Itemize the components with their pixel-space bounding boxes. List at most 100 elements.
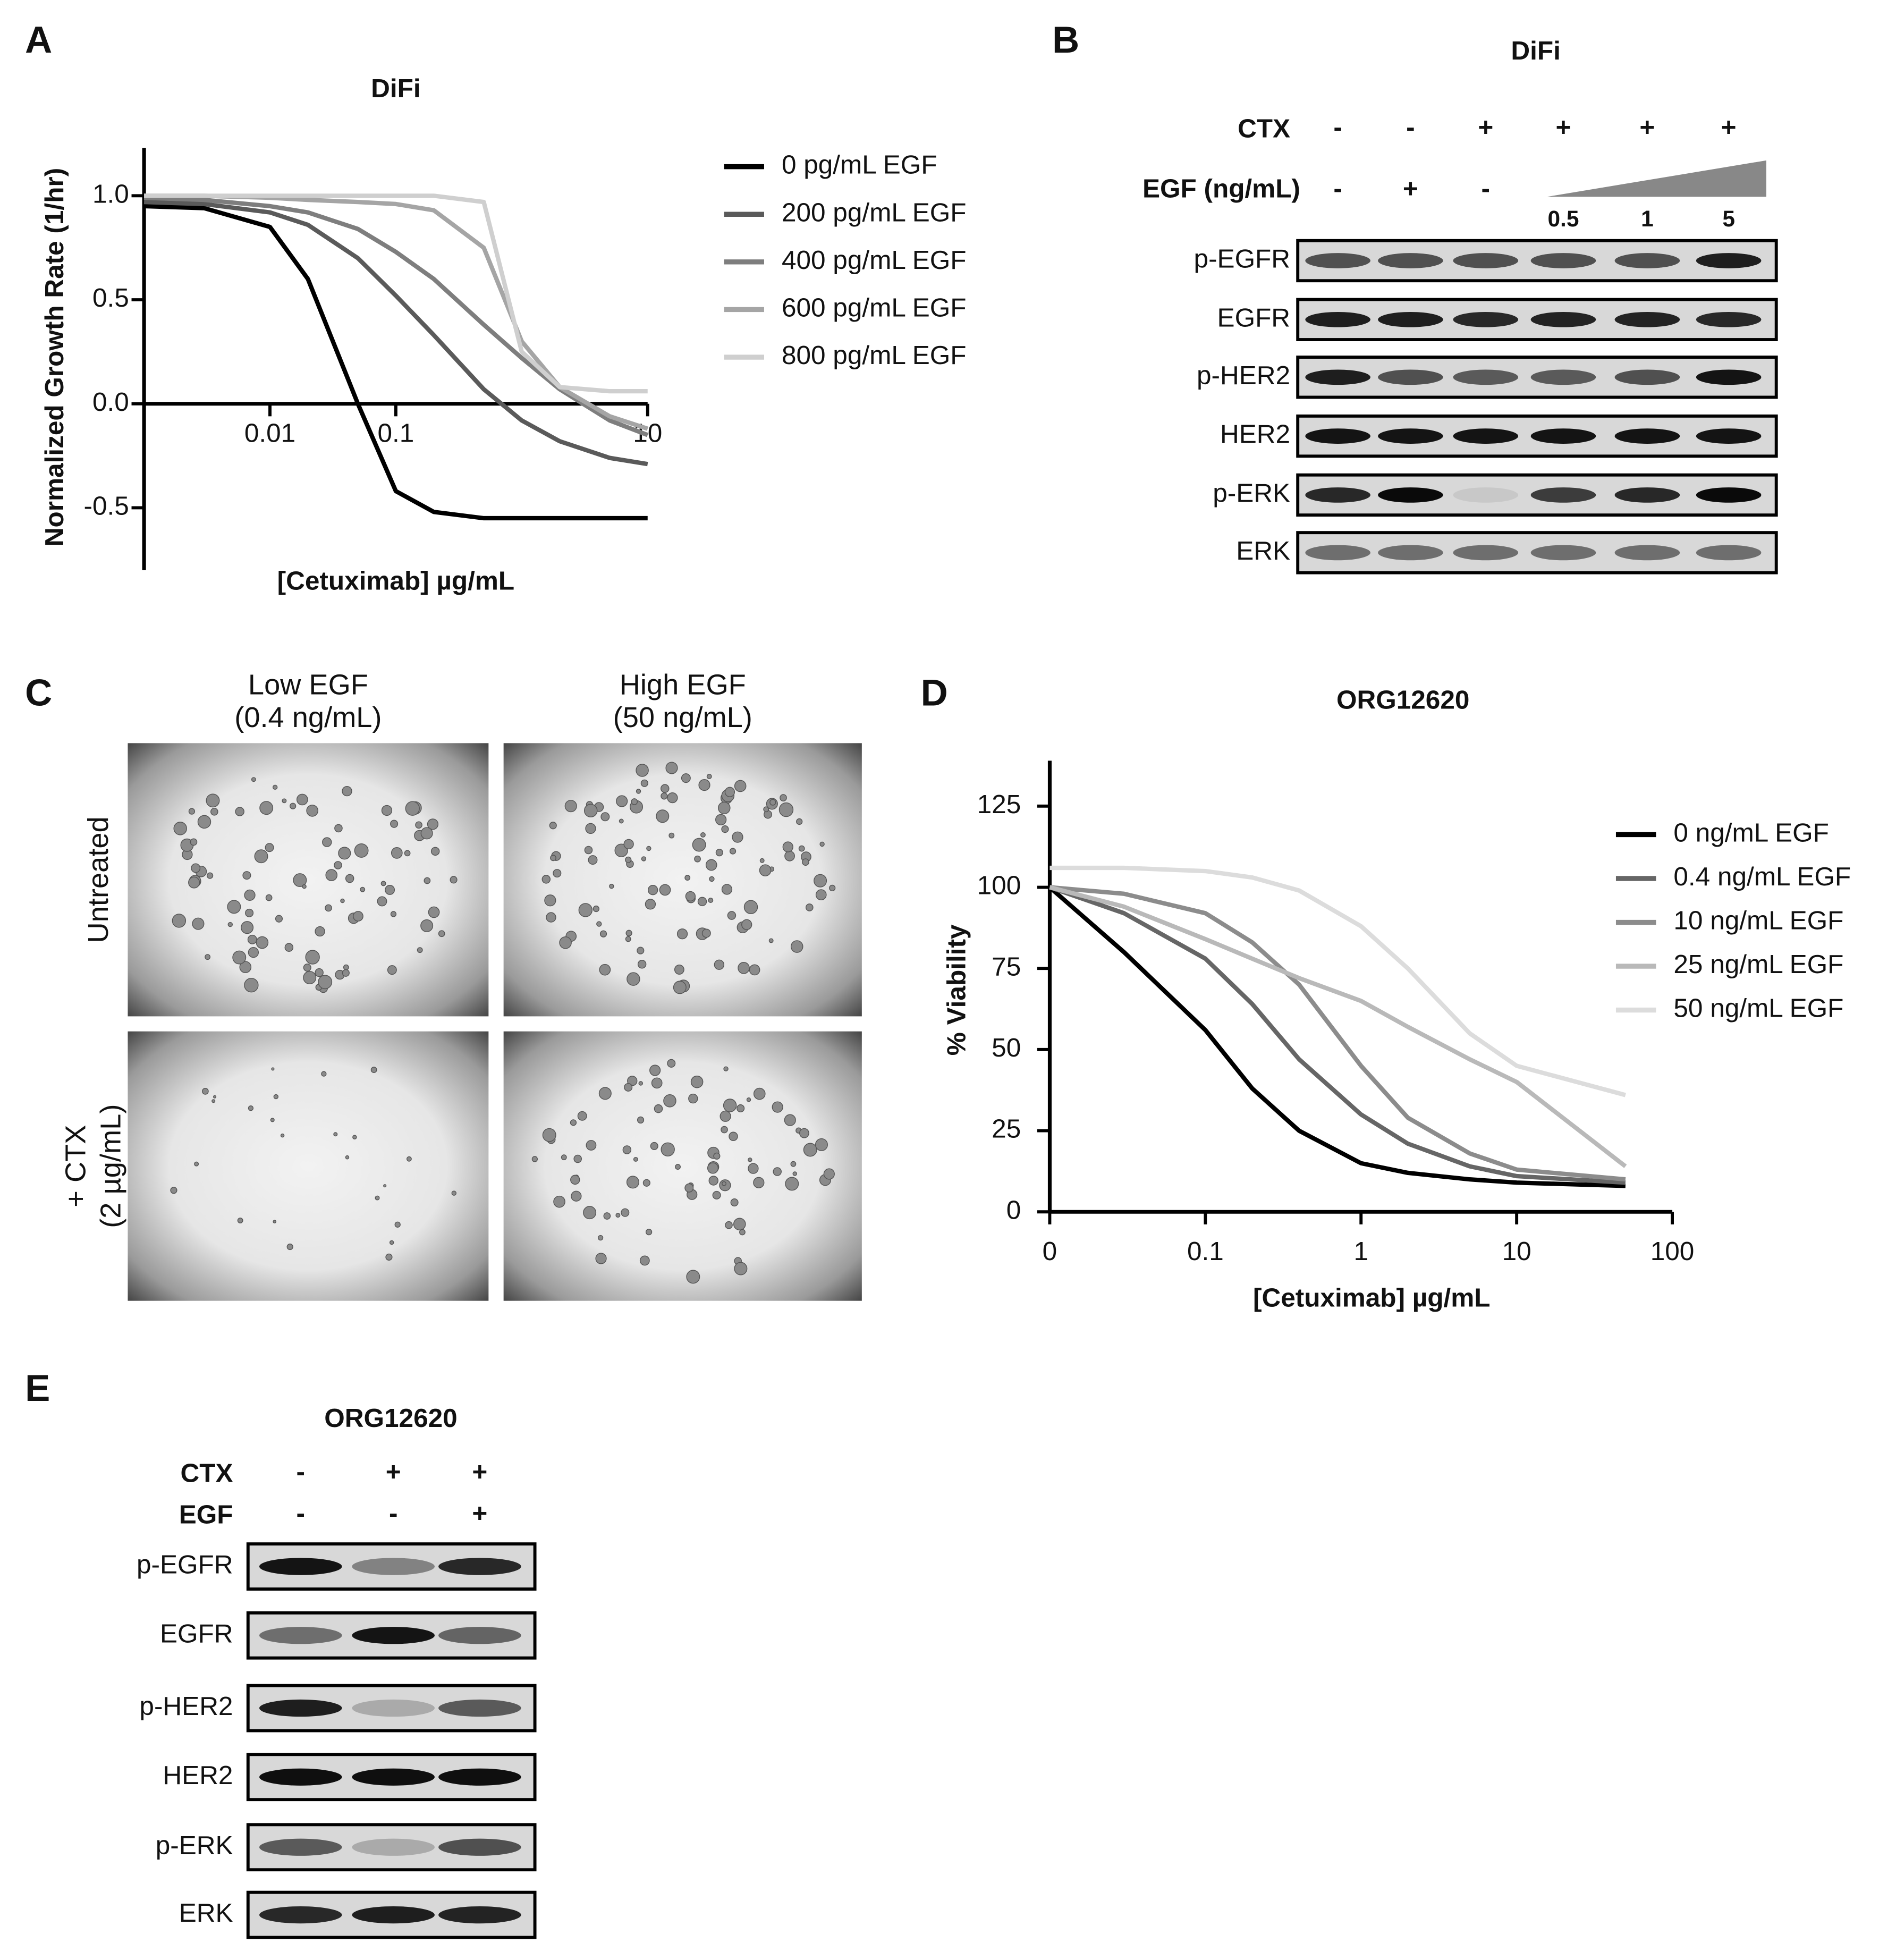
blot-row-label: HER2 [163,1761,233,1790]
organoid [210,808,218,816]
organoid [637,960,647,969]
band [438,1906,521,1924]
organoid [724,787,735,797]
organoid [345,1155,350,1160]
organoid [706,774,712,780]
organoid [280,1133,285,1138]
row-header: + CTX [60,1125,91,1207]
band [1305,369,1370,385]
organoid [211,1099,216,1103]
organoid [205,954,211,960]
organoid [325,904,332,912]
x-tick-label: 0.01 [244,418,295,447]
organoid [651,1077,663,1089]
band [1305,487,1370,503]
organoid [420,827,433,840]
band [259,1558,342,1575]
blot-row-label: HER2 [1220,420,1290,449]
organoid [172,914,187,928]
organoid [599,930,607,937]
organoid [708,898,714,903]
organoid [370,1067,377,1073]
band [1614,311,1680,327]
y-tick-label: 25 [992,1114,1021,1144]
organoid [815,889,827,901]
x-tick-label: 10 [1502,1237,1531,1266]
organoid [561,1154,567,1161]
organoid [259,801,274,815]
organoid [227,900,241,914]
organoid [553,869,562,878]
organoid [642,1179,650,1187]
organoid [286,1243,293,1251]
x-tick-label: 100 [1651,1237,1695,1266]
blot-row-label: ERK [1236,536,1290,565]
y-tick-label: 0.5 [92,283,129,312]
organoid [636,789,641,794]
band [1378,253,1443,268]
organoid [675,1164,681,1170]
organoid-image [503,1031,862,1301]
band [1530,253,1596,268]
organoid [729,1131,738,1142]
organoid [232,950,247,965]
organoid [334,824,343,833]
x-axis-label: [Cetuximab] µg/mL [277,567,514,596]
organoid [645,899,656,910]
organoid [717,801,731,815]
y-axis-label: Normalized Growth Rate (1/hr) [40,168,69,546]
organoid [213,1095,217,1099]
organoid [420,919,434,932]
band [352,1627,435,1644]
organoid [737,1104,745,1113]
y-tick-label: -0.5 [84,492,129,521]
organoid [417,947,423,953]
organoid [450,876,458,884]
organoid [665,762,678,774]
organoid [570,1175,580,1185]
band [259,1838,342,1856]
organoid [639,1255,650,1266]
band [259,1627,342,1644]
band [1378,545,1443,561]
organoid [708,1176,718,1186]
organoid [389,1240,394,1245]
treatment-sign: + [1721,113,1737,142]
treatment-sign: - [1482,174,1490,203]
organoid [333,1132,338,1137]
organoid [626,1176,639,1189]
organoid [654,1104,663,1113]
column-header: (50 ng/mL) [613,702,752,733]
organoid [256,936,269,949]
organoid [206,872,214,879]
legend-label: 10 ng/mL EGF [1673,906,1843,935]
organoid [541,875,551,884]
treatment-sign: - [1333,174,1342,203]
organoid [640,779,648,787]
organoid [564,800,577,813]
panel-label: B [1052,19,1079,61]
organoid [819,841,825,847]
band [438,1699,521,1717]
organoid [600,812,610,822]
organoid [553,1195,565,1208]
organoid [585,823,596,834]
organoid [573,1154,582,1163]
y-tick-label: 50 [992,1033,1021,1062]
organoid [713,1152,721,1160]
blot-row-label: EGFR [1217,303,1290,332]
organoid [544,894,556,907]
y-tick-label: 125 [977,790,1021,819]
band [1453,253,1519,268]
organoid [247,934,257,944]
organoid [661,1142,675,1157]
organoid [380,881,386,886]
band [1453,428,1519,444]
curve [1049,865,1626,1097]
organoid-image [128,1031,489,1301]
organoid [603,1212,611,1220]
organoid [194,1161,199,1167]
organoid [609,883,614,889]
band [352,1699,435,1717]
organoid [451,1190,457,1196]
